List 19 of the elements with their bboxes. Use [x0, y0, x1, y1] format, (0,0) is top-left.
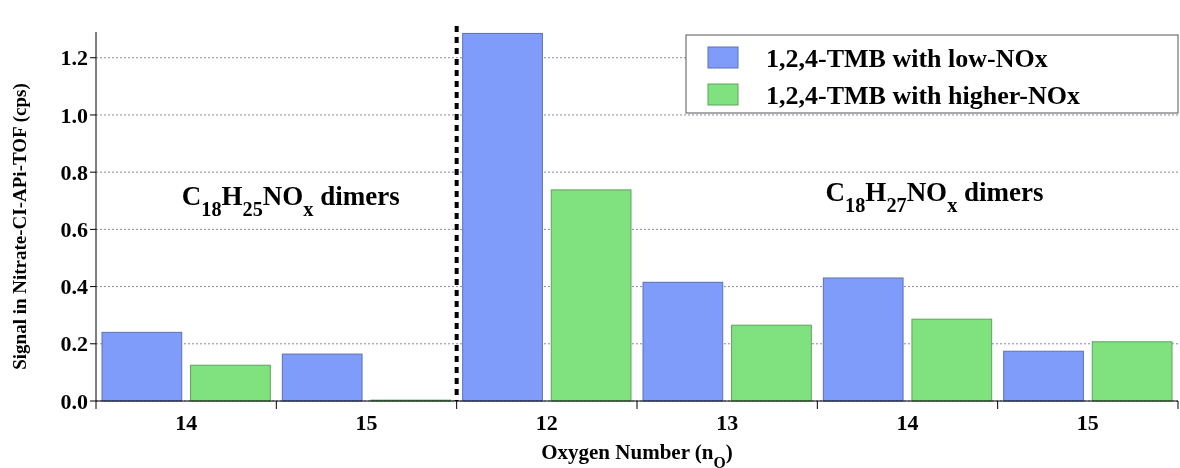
x-tick-label: 14: [896, 410, 919, 435]
y-tick-label: 1.0: [60, 102, 88, 128]
y-axis-title: Signal in Nitrate-CI-APi-TOF (cps): [9, 83, 31, 370]
legend-label: 1,2,4-TMB with higher-NOx: [766, 81, 1080, 111]
y-tick-label: 1.2: [60, 45, 88, 71]
x-tick-label: 14: [175, 410, 198, 435]
x-tick-label: 13: [716, 410, 739, 435]
y-tick-label: 0.0: [60, 388, 88, 414]
x-tick-label: 15: [355, 410, 378, 435]
annotation: C$_{18}$H$_{27}$NO$_{x}$ dimers: [825, 177, 1044, 216]
y-tick-label: 0.2: [60, 331, 88, 357]
x-axis-title: Oxygen Number (n$_{O}$): [541, 440, 733, 468]
x-tick-label: 12: [535, 410, 558, 435]
y-tick-label: 0.6: [60, 217, 88, 243]
x-tick-label: 15: [1076, 410, 1099, 435]
annotation: C$_{18}$H$_{25}$NO$_{x}$ dimers: [181, 181, 400, 220]
legend-label: 1,2,4-TMB with low-NOx: [766, 44, 1048, 74]
y-tick-label: 0.4: [60, 274, 88, 300]
y-tick-label: 0.8: [60, 159, 88, 185]
